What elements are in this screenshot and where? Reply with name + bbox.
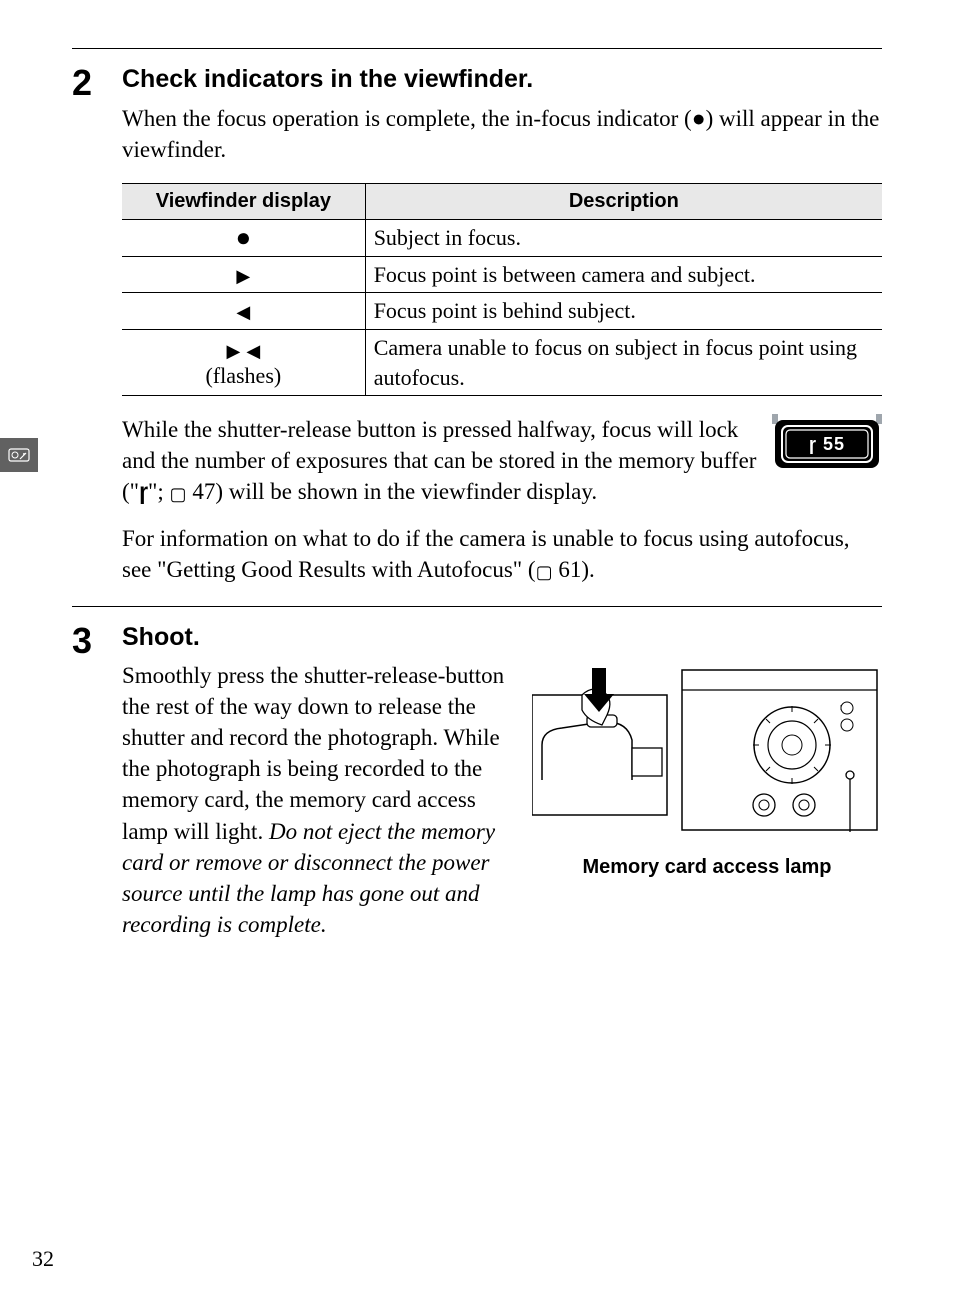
table-desc: Subject in focus. (365, 219, 882, 256)
table-row: ▶ Focus point is between camera and subj… (122, 256, 882, 293)
para1-ref: 47 (192, 479, 215, 504)
table-col-description: Description (365, 183, 882, 219)
step-3-number: 3 (72, 621, 122, 659)
table-desc: Focus point is behind subject. (365, 293, 882, 330)
step-3-section: 3 Shoot. (72, 606, 882, 940)
book-icon: ▢ (170, 482, 187, 506)
book-icon: ▢ (536, 560, 553, 584)
right-triangle-icon: ▶ (226, 341, 240, 361)
para2-b: ). (581, 557, 594, 582)
left-triangle-icon: ◀ (246, 341, 260, 361)
camera-figure: L (532, 660, 882, 881)
buffer-glyph: ɼ (139, 478, 148, 504)
step-2-intro: When the focus operation is complete, th… (122, 103, 882, 165)
para1-c: ) will be shown in the viewfinder displa… (215, 479, 597, 504)
para2-ref: 61 (558, 557, 581, 582)
right-triangle-icon: ▶ (236, 266, 250, 286)
table-desc: Focus point is between camera and subjec… (365, 256, 882, 293)
table-row: ◀ Focus point is behind subject. (122, 293, 882, 330)
table-row: ▶ ◀ (flashes) Camera unable to focus on … (122, 329, 882, 395)
step-2-title: Check indicators in the viewfinder. (122, 63, 882, 97)
step-3-title: Shoot. (122, 621, 882, 655)
side-tab-icon (0, 438, 38, 472)
camera-figure-caption: Memory card access lamp (532, 854, 882, 881)
table-col-display: Viewfinder display (122, 183, 365, 219)
page-number: 32 (32, 1244, 54, 1274)
svg-text:ɼ 55: ɼ 55 (809, 434, 845, 454)
step-2-number: 2 (72, 63, 122, 101)
para1-b: "; (148, 479, 170, 504)
step-2-para-1: ɼ 55 While the shutter-release button is… (122, 414, 882, 507)
flashes-label: (flashes) (205, 363, 281, 388)
table-row: ● Subject in focus. (122, 219, 882, 256)
left-triangle-icon: ◀ (236, 302, 250, 322)
viewfinder-table: Viewfinder display Description ● Subject… (122, 183, 882, 396)
para2-a: For information on what to do if the cam… (122, 526, 850, 582)
dot-icon: ● (235, 222, 251, 252)
step-2-para-2: For information on what to do if the cam… (122, 523, 882, 585)
table-desc: Camera unable to focus on subject in foc… (365, 329, 882, 395)
viewfinder-readout-figure: ɼ 55 (772, 414, 882, 478)
step-2-section: 2 Check indicators in the viewfinder. Wh… (72, 48, 882, 586)
step-3-body: L (122, 660, 882, 939)
step3-body-a: Smoothly press the shutter-release-butto… (122, 663, 504, 843)
